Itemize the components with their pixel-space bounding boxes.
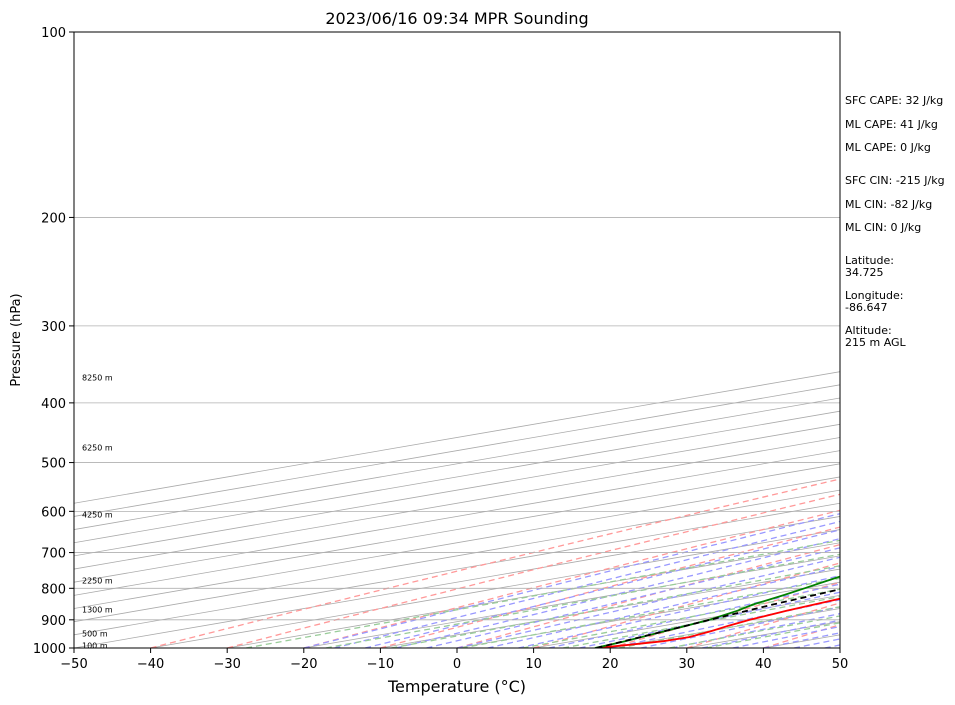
dry-adiabat-line [456,543,840,648]
dry-adiabat-line [303,509,840,648]
moist-adiabat-line [456,556,840,648]
height-label: 500 m [82,630,108,639]
mixing-ratio-line [461,577,840,648]
y-tick-label: 900 [41,614,66,629]
y-tick-label: 200 [41,211,66,226]
parcel-path-line [596,588,840,648]
mixing-ratio-line [245,539,840,648]
sfc-cin-text: SFC CIN: -215 J/kg [845,174,945,187]
isotherm-line [74,397,840,530]
moist-adiabat-line [303,513,840,648]
moist-adiabat-line [518,574,840,648]
isotherm-line [74,516,840,648]
moist-adiabat-line [701,619,840,648]
dewpoint-line [594,575,840,648]
reference-lines [74,371,840,648]
moist-adiabat-line [824,644,840,648]
isotherm-line [74,489,840,623]
height-label: 8250 m [82,374,113,383]
y-tick-label: 600 [41,505,66,520]
moist-adiabat-line [395,537,840,648]
y-tick-label: 500 [41,457,66,472]
sfc-cape-text: SFC CAPE: 32 J/kg [845,94,943,107]
sounding-series [594,575,840,648]
x-tick-label: 40 [755,657,772,672]
altitude-label: Altitude: [845,324,892,337]
x-tick-label: −10 [367,657,394,672]
x-tick-label: 30 [679,657,696,672]
x-tick-label: 0 [453,657,461,672]
isotherm-line [74,437,840,570]
isotherm-line [227,542,840,648]
moist-adiabat-line [487,565,840,648]
y-tick-label: 400 [41,397,66,412]
moist-adiabat-line [579,591,840,648]
y-axis-label: Pressure (hPa) [9,293,24,386]
isotherm-line [74,410,840,544]
ml-cin-text-2: ML CIN: 0 J/kg [845,221,921,234]
y-tick-label: 100 [41,26,66,41]
y-tick-label: 800 [41,582,66,597]
ml-cin-text: ML CIN: -82 J/kg [845,198,932,211]
y-tick-label: 700 [41,547,66,562]
isobar-lines [74,31,840,649]
isotherm-line [74,502,840,636]
y-tick-label: 300 [41,320,66,335]
temperature-line [596,597,840,648]
moist-adiabat-line [548,583,840,648]
isotherm-line [74,463,840,596]
isotherm-line [74,371,840,504]
height-labels: 100 m 500 m 1300 m 2250 m 4250 m 6250 m 8250 m [82,374,113,651]
y-axis-ticks: 1000 900 800 700 600 500 400 300 200 100 [33,26,74,657]
x-tick-label: −50 [60,657,87,672]
dry-adiabat-line [533,562,840,648]
ml-cape-text-2: ML CAPE: 0 J/kg [845,141,931,154]
mixing-ratio-line [562,595,840,648]
moist-adiabat-line [334,520,840,648]
moist-adiabat-line [364,529,840,648]
altitude-value: 215 m AGL [845,336,907,349]
longitude-label: Longitude: [845,289,903,302]
height-label: 100 m [82,641,108,650]
mixing-ratio-line [522,588,840,648]
latitude-value: 34.725 [845,266,884,279]
x-axis-label: Temperature (°C) [387,677,526,696]
x-tick-label: −40 [137,657,164,672]
dry-adiabat-line [150,478,840,648]
dry-adiabat-line [227,493,840,648]
height-label: 6250 m [82,444,113,453]
x-tick-label: −30 [213,657,240,672]
ml-cape-text: ML CAPE: 41 J/kg [845,118,938,131]
moist-adiabat-line [426,547,840,648]
x-tick-label: 10 [525,657,542,672]
moist-adiabat-line [640,606,840,648]
isotherm-line [74,423,840,557]
isotherm-line [150,529,840,648]
x-axis-ticks: −50 −40 −30 −20 −10 0 10 20 30 40 50 [60,648,848,672]
isotherm-line [74,476,840,609]
side-panel: SFC CAPE: 32 J/kg ML CAPE: 41 J/kg ML CA… [845,94,945,349]
dry-adiabat-line [686,602,840,648]
y-tick-label: 1000 [33,642,66,657]
chart-title: 2023/06/16 09:34 MPR Sounding [325,9,588,28]
mixing-ratio-line [669,615,840,648]
longitude-value: -86.647 [845,301,887,314]
height-label: 1300 m [82,606,113,615]
height-label: 2250 m [82,576,113,585]
isotherm-line [74,384,840,517]
latitude-label: Latitude: [845,254,894,267]
x-tick-label: 50 [832,657,849,672]
x-tick-label: −20 [290,657,317,672]
isotherm-line [74,450,840,583]
mixing-ratio-line [618,606,840,648]
height-label: 4250 m [82,510,113,519]
x-tick-label: 20 [602,657,619,672]
